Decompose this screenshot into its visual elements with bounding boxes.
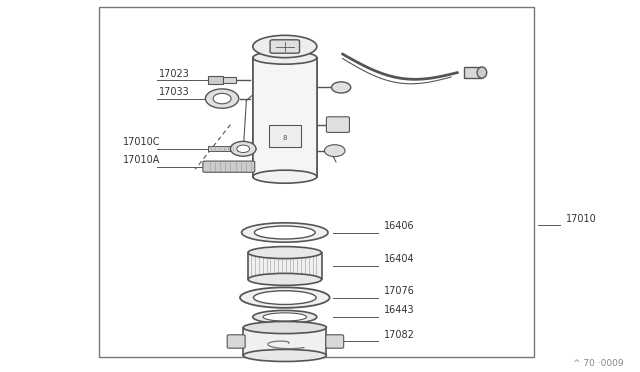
FancyBboxPatch shape: [203, 161, 255, 172]
Circle shape: [213, 93, 231, 104]
Ellipse shape: [248, 273, 322, 285]
Ellipse shape: [248, 247, 322, 259]
FancyBboxPatch shape: [270, 40, 300, 53]
Bar: [248, 253, 322, 279]
Text: 17023: 17023: [159, 69, 189, 79]
Ellipse shape: [243, 349, 326, 362]
Bar: [99, 7, 534, 357]
Text: 8: 8: [282, 135, 287, 141]
Text: 17033: 17033: [159, 87, 189, 97]
Ellipse shape: [253, 51, 317, 64]
Text: 17010: 17010: [566, 214, 597, 224]
Text: 17010C: 17010C: [123, 137, 161, 147]
Text: 16443: 16443: [384, 305, 415, 315]
Circle shape: [324, 145, 345, 157]
Text: 17010A: 17010A: [123, 155, 160, 165]
Text: 16406: 16406: [384, 221, 415, 231]
Ellipse shape: [253, 291, 316, 304]
Text: 16404: 16404: [384, 254, 415, 264]
Circle shape: [205, 89, 239, 108]
Text: ^ 70 ·0009: ^ 70 ·0009: [573, 359, 624, 368]
Circle shape: [230, 141, 256, 156]
FancyBboxPatch shape: [227, 335, 245, 348]
Bar: [208, 76, 223, 84]
Bar: [269, 125, 301, 147]
Ellipse shape: [253, 170, 317, 183]
Bar: [464, 67, 482, 78]
Ellipse shape: [243, 321, 326, 334]
Ellipse shape: [253, 310, 317, 324]
Ellipse shape: [255, 226, 315, 239]
Circle shape: [237, 145, 250, 153]
Text: 17082: 17082: [384, 330, 415, 340]
FancyBboxPatch shape: [326, 117, 349, 132]
Bar: [253, 58, 317, 177]
Circle shape: [332, 82, 351, 93]
Ellipse shape: [477, 67, 487, 78]
Ellipse shape: [242, 223, 328, 242]
Ellipse shape: [240, 287, 330, 308]
Ellipse shape: [253, 35, 317, 58]
Bar: [208, 146, 240, 151]
Text: 17076: 17076: [384, 286, 415, 296]
Bar: [222, 77, 236, 83]
Ellipse shape: [263, 313, 307, 321]
Bar: [243, 328, 326, 356]
FancyBboxPatch shape: [326, 335, 344, 348]
